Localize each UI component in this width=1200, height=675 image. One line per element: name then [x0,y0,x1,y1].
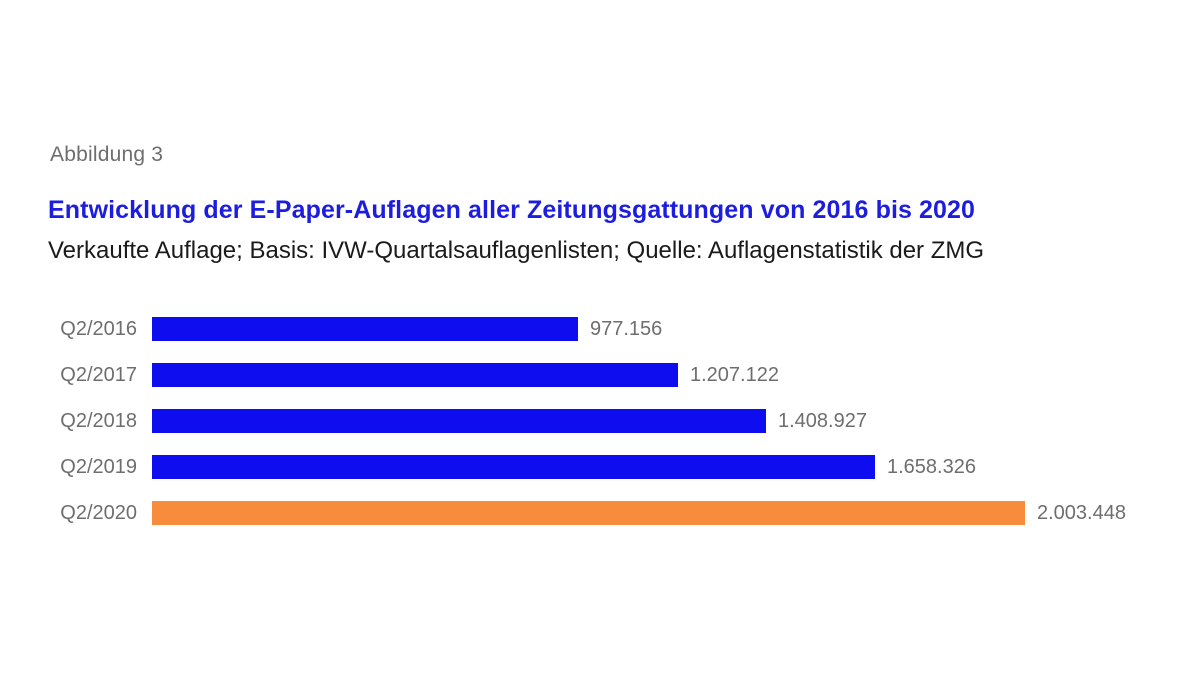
chart-row: Q2/2020 2.003.448 [50,490,1180,536]
chart-title: Entwicklung der E-Paper-Auflagen aller Z… [48,196,976,224]
bar-value-label: 1.658.326 [887,455,976,478]
bar [152,409,766,433]
bar-value-label: 2.003.448 [1037,501,1126,524]
category-label: Q2/2018 [60,409,137,432]
category-label: Q2/2019 [60,455,137,478]
bar-value-label: 977.156 [590,317,663,340]
chart-row: Q2/2019 1.658.326 [50,444,1180,490]
bar-value-label: 1.408.927 [778,409,867,432]
figure-caption: Abbildung 3 [50,143,164,166]
bar [152,501,1025,525]
chart-row: Q2/2017 1.207.122 [50,352,1180,398]
bar [152,455,875,479]
bar-chart: Q2/2016 977.156 Q2/2017 1.207.122 Q2/201… [50,306,1180,536]
category-label: Q2/2017 [60,363,137,386]
category-label: Q2/2020 [60,501,137,524]
chart-row: Q2/2018 1.408.927 [50,398,1180,444]
chart-row: Q2/2016 977.156 [50,306,1180,352]
bar [152,317,578,341]
bar-value-label: 1.207.122 [690,363,779,386]
bar [152,363,678,387]
chart-subtitle: Verkaufte Auflage; Basis: IVW-Quartalsau… [48,237,985,264]
category-label: Q2/2016 [60,317,137,340]
